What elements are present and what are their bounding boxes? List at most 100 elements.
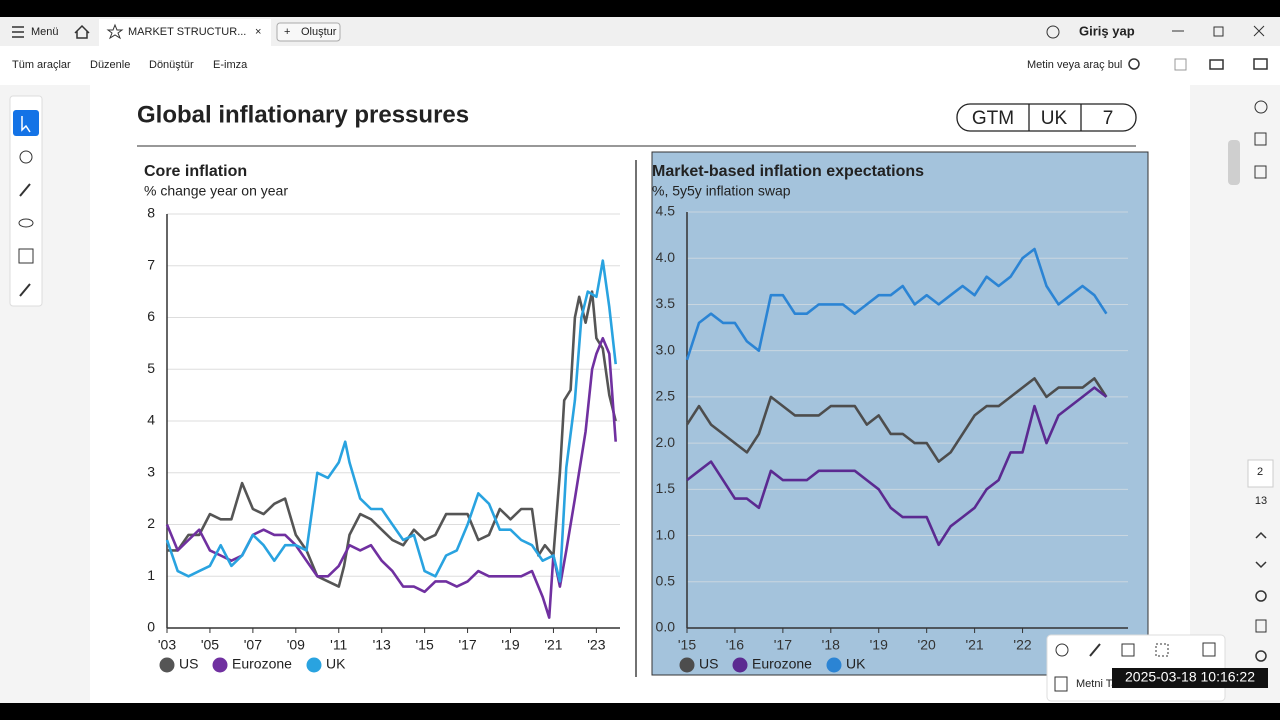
prev-page[interactable] [1255,531,1267,539]
y-tick-label: 1.5 [656,480,676,496]
pen-tool[interactable] [19,183,31,197]
badge-box [956,103,1137,132]
toolbar-item[interactable]: Düzenle [90,59,130,71]
legend-label: Eurozone [232,656,292,672]
x-tick-label: '15 [678,637,696,653]
extract[interactable] [1255,619,1267,633]
save-icon[interactable] [1174,58,1187,71]
frame [0,703,1280,720]
comment-tool[interactable] [19,150,33,164]
text-tool[interactable] [18,248,34,264]
create-label[interactable]: Oluştur [301,26,337,38]
popup-icon[interactable] [1055,643,1069,657]
rotate[interactable] [1255,590,1267,602]
y-tick-label: 0 [147,619,155,635]
search-icon[interactable] [1128,58,1140,70]
x-tick-label: '16 [726,637,744,653]
x-tick-label: '13 [373,637,391,653]
timestamp: 2025-03-18 10:16:22 [1125,669,1255,685]
x-tick-label: '17 [458,637,476,653]
x-tick-label: '17 [774,637,792,653]
close[interactable] [1253,25,1265,37]
x-tick-label: '21 [544,637,562,653]
x-tick-label: '19 [870,637,888,653]
legend-label: UK [326,656,346,672]
badge: 7 [1103,108,1114,129]
y-tick-label: 4.0 [656,249,676,265]
search-label[interactable]: Metin veya araç bul [1027,59,1122,71]
tab[interactable] [99,19,271,46]
tab-close[interactable]: × [255,26,261,38]
x-tick-label: '03 [158,637,176,653]
legend-marker [679,657,695,673]
chart-subtitle: %, 5y5y inflation swap [652,183,791,199]
zoom-in[interactable] [1255,650,1267,662]
legend-label: US [179,656,198,672]
tab-title[interactable]: MARKET STRUCTUR... [128,26,246,38]
x-tick-label: '15 [416,637,434,653]
side-icon[interactable] [1254,165,1267,179]
legend-marker [826,657,842,673]
help-icon[interactable] [1046,25,1060,39]
legend-marker [212,657,228,673]
print-icon[interactable] [1209,59,1224,70]
toolbar-item[interactable]: E-imza [213,59,248,71]
legend-label: Eurozone [752,656,812,672]
popup-icon[interactable] [1202,642,1216,657]
menu-icon[interactable] [12,26,24,38]
y-tick-label: 7 [147,256,155,272]
side-icon[interactable] [1254,100,1268,114]
series-line [685,247,1108,361]
lasso-tool[interactable] [18,218,34,228]
next-page[interactable] [1255,561,1267,569]
scrollbar[interactable] [1228,140,1240,185]
cursor-icon [21,116,31,133]
login[interactable]: Giriş yap [1079,23,1135,38]
y-tick-label: 3.0 [656,341,676,357]
series-line [685,377,1108,463]
y-tick-label: 0.5 [656,572,676,588]
home-icon[interactable] [74,24,90,39]
series-line [686,386,1108,547]
chart-subtitle: % change year on year [144,183,288,199]
side-icon[interactable] [1254,132,1267,146]
star-icon[interactable] [106,23,124,40]
select-tool[interactable] [13,110,39,136]
y-tick-label: 4 [147,412,155,428]
toolbar [0,46,1280,85]
y-tick-label: 3.5 [656,295,676,311]
y-tick-label: 3 [147,463,155,479]
badge: UK [1041,108,1068,129]
y-tick-label: 2.5 [656,388,676,404]
x-tick-label: '23 [587,637,605,653]
x-tick-label: '20 [918,637,936,653]
toolbar-item[interactable]: Tüm araçlar [12,59,71,71]
page-box[interactable] [1247,459,1274,488]
x-tick-label: '09 [287,637,305,653]
x-tick-label: '19 [501,637,519,653]
popup-icon[interactable] [1054,676,1068,692]
restore[interactable] [1213,26,1224,37]
popup-icon[interactable] [1089,643,1101,657]
y-tick-label: 8 [147,205,155,221]
series-line [165,259,617,583]
create-button[interactable] [276,22,341,42]
popup-icon[interactable] [1121,643,1135,657]
y-tick-label: 4.5 [656,203,676,219]
popup-icon[interactable] [1155,643,1169,657]
plus-icon[interactable]: + [284,26,290,38]
x-tick-label: '07 [244,637,262,653]
y-tick-label: 2.0 [656,434,676,450]
x-tick-label: '11 [330,637,347,653]
badge: GTM [972,108,1014,129]
sign-tool[interactable] [19,283,31,297]
chart-panel [651,151,1149,676]
menu-label[interactable]: Menü [31,26,59,38]
legend-marker [159,657,175,673]
toolbar-item[interactable]: Dönüştür [149,59,194,71]
mail-icon[interactable] [1253,58,1268,70]
legend-marker [732,657,748,673]
legend-label: UK [846,656,866,672]
